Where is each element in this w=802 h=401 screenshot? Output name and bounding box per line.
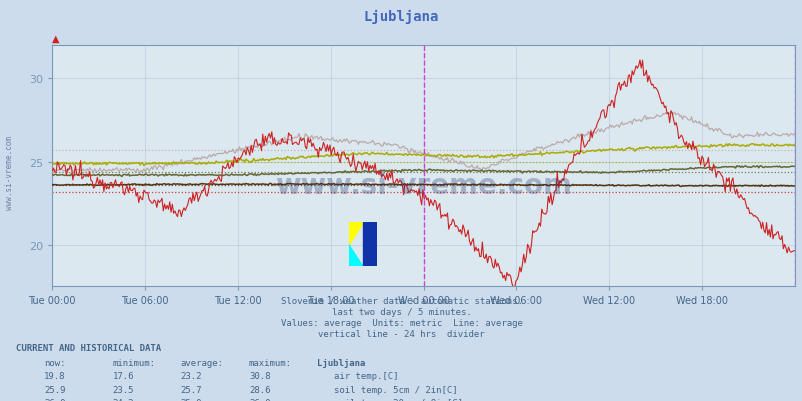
Text: 25.0: 25.0: [180, 398, 202, 401]
Text: vertical line - 24 hrs  divider: vertical line - 24 hrs divider: [318, 329, 484, 338]
Text: 25.7: 25.7: [180, 385, 202, 393]
Polygon shape: [348, 245, 363, 267]
Text: soil temp. 5cm / 2in[C]: soil temp. 5cm / 2in[C]: [334, 385, 457, 393]
Text: 23.2: 23.2: [180, 371, 202, 380]
Text: Slovenia / weather data - automatic stations.: Slovenia / weather data - automatic stat…: [280, 296, 522, 304]
Text: 19.8: 19.8: [44, 371, 66, 380]
Text: 30.8: 30.8: [249, 371, 270, 380]
Text: now:: now:: [44, 358, 66, 367]
Text: soil temp. 20cm / 8in[C]: soil temp. 20cm / 8in[C]: [334, 398, 463, 401]
Text: minimum:: minimum:: [112, 358, 156, 367]
Text: 26.0: 26.0: [44, 398, 66, 401]
Polygon shape: [363, 223, 377, 267]
Text: Ljubljana: Ljubljana: [363, 10, 439, 24]
Text: air temp.[C]: air temp.[C]: [334, 371, 398, 380]
Text: 17.6: 17.6: [112, 371, 134, 380]
Text: 28.6: 28.6: [249, 385, 270, 393]
Text: 24.2: 24.2: [112, 398, 134, 401]
Text: Ljubljana: Ljubljana: [317, 358, 365, 367]
Text: average:: average:: [180, 358, 224, 367]
Text: 26.0: 26.0: [249, 398, 270, 401]
Text: 25.9: 25.9: [44, 385, 66, 393]
Text: Values: average  Units: metric  Line: average: Values: average Units: metric Line: aver…: [280, 318, 522, 327]
Text: maximum:: maximum:: [249, 358, 292, 367]
Text: last two days / 5 minutes.: last two days / 5 minutes.: [331, 307, 471, 316]
Text: 23.5: 23.5: [112, 385, 134, 393]
Text: www.si-vreme.com: www.si-vreme.com: [275, 172, 571, 200]
Text: www.si-vreme.com: www.si-vreme.com: [5, 136, 14, 209]
Text: ▲: ▲: [52, 34, 59, 44]
Text: CURRENT AND HISTORICAL DATA: CURRENT AND HISTORICAL DATA: [16, 343, 161, 352]
Polygon shape: [348, 223, 363, 245]
